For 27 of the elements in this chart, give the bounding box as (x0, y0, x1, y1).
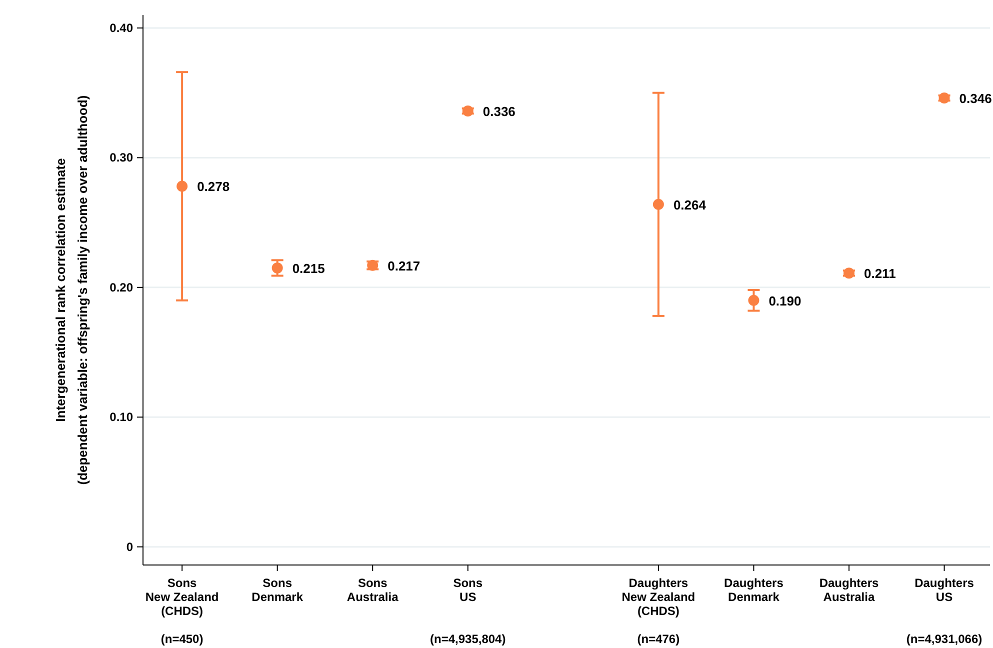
y-tick-label: 0.20 (110, 280, 134, 294)
y-axis-title: Intergenerational rank correlation estimate (dependent variable: offspring's family income over adulthood) (53, 95, 90, 485)
point (272, 262, 283, 274)
data-label: 0.278 (197, 179, 230, 194)
x-tick-label: Daughters Australia (819, 576, 879, 604)
x-tick-label: Sons New Zealand (CHDS) (n=450) (145, 576, 219, 646)
point (176, 180, 188, 192)
y-tick-label: 0.30 (110, 150, 134, 165)
data-label: 0.264 (673, 197, 707, 212)
data-label: 0.346 (959, 91, 992, 106)
data-label: 0.336 (482, 104, 516, 119)
y-tick-label: 0.10 (110, 410, 134, 424)
y-tick-label: 0 (126, 540, 134, 554)
x-tick-label: Daughters Denmark (724, 576, 784, 604)
category-label: Daughters US (n=4,931,066) (906, 576, 982, 646)
y-tick-label: 0.40 (110, 20, 134, 35)
data-label: 0.215 (292, 260, 325, 276)
x-tick-label: Sons Australia (346, 576, 399, 604)
point (748, 294, 760, 306)
x-tick-label: Daughters New Zealand (CHDS) (n=476) (622, 576, 696, 646)
category-label: Sons US (n=4,935,804) (430, 576, 506, 646)
x-tick-label: Sons Denmark (252, 576, 304, 604)
data-label: 0.217 (388, 258, 420, 274)
data-label: 0.190 (768, 293, 802, 308)
data-label: 0.211 (864, 266, 896, 282)
point (843, 268, 854, 279)
point (652, 198, 664, 210)
